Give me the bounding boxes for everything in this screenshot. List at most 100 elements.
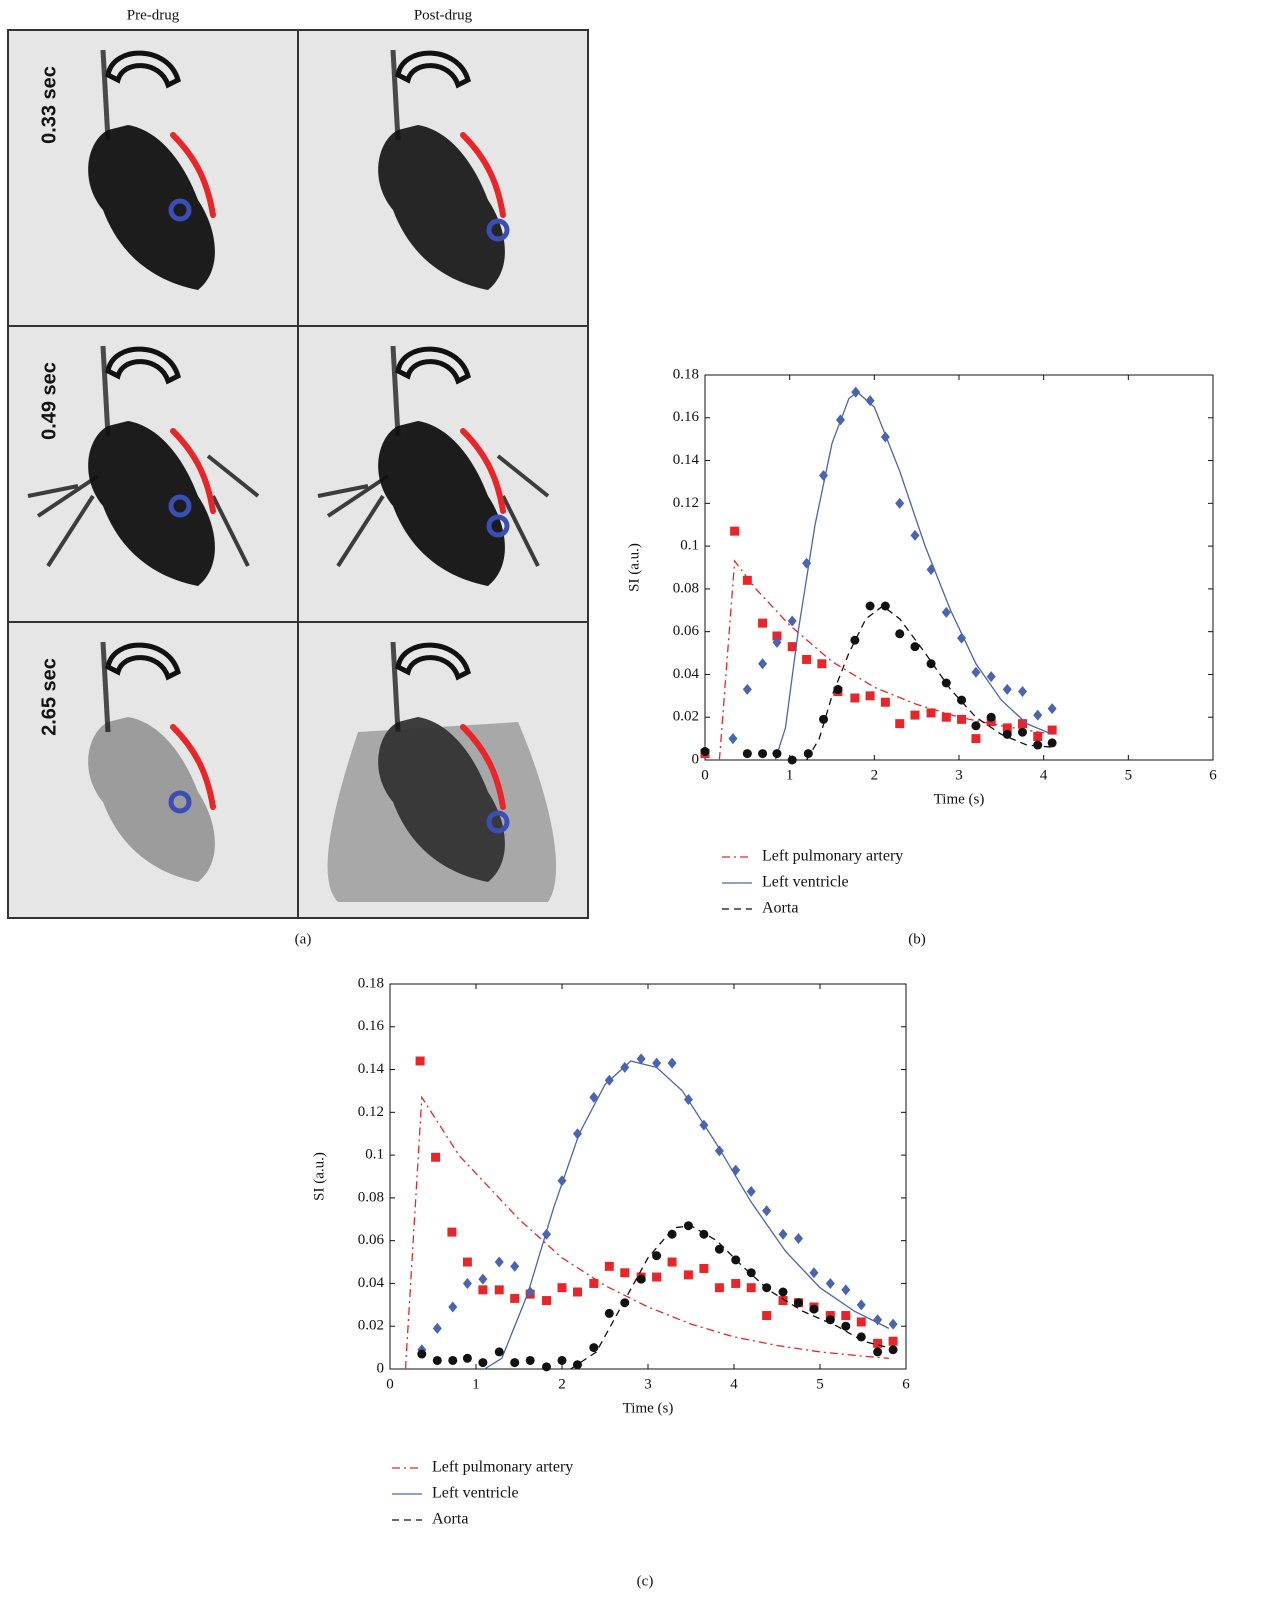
point — [417, 1349, 427, 1359]
point — [652, 1251, 662, 1261]
row-label: 0.33 sec — [38, 66, 60, 144]
x-tick-label: 0 — [386, 1376, 394, 1392]
point — [652, 1057, 662, 1069]
point — [819, 470, 829, 482]
roi-aorta — [395, 50, 471, 89]
point — [683, 1221, 693, 1231]
row-label: 2.65 sec — [38, 658, 60, 736]
point — [1033, 709, 1043, 721]
lung-vessels — [317, 454, 550, 568]
roi-ventricle — [486, 514, 510, 538]
point — [572, 1287, 582, 1297]
point — [986, 671, 996, 683]
point — [880, 431, 890, 443]
point — [572, 1128, 582, 1140]
heart-shadow — [88, 421, 215, 586]
point — [448, 1301, 458, 1313]
y-tick-label: 0.12 — [358, 1104, 384, 1120]
point — [494, 1347, 504, 1357]
point — [604, 1308, 614, 1318]
point — [699, 1263, 709, 1273]
point — [478, 1273, 488, 1285]
point — [895, 497, 905, 509]
vessel — [390, 49, 401, 141]
point — [462, 1353, 472, 1363]
point — [542, 1362, 552, 1372]
y-tick-label: 0.06 — [673, 623, 700, 639]
vessel — [100, 345, 111, 437]
point — [926, 659, 936, 669]
point — [731, 1164, 741, 1176]
image-cell — [297, 325, 589, 623]
point — [926, 564, 936, 576]
point — [525, 1355, 535, 1365]
point — [802, 654, 812, 664]
point — [957, 714, 967, 724]
x-tick-label: 3 — [644, 1376, 652, 1392]
point — [731, 1255, 741, 1265]
vessel — [390, 345, 401, 437]
point — [926, 708, 936, 718]
y-tick-label: 0 — [377, 1360, 385, 1376]
column-label: Pre-drug — [127, 7, 180, 23]
point — [833, 684, 843, 694]
panel-label: (b) — [908, 931, 926, 947]
point — [865, 691, 875, 701]
roi-aorta — [395, 346, 471, 385]
point — [841, 1284, 851, 1296]
fit-line — [806, 605, 1053, 761]
point — [850, 635, 860, 645]
vessel — [100, 641, 111, 733]
fit-line — [774, 391, 1053, 761]
point — [910, 642, 920, 652]
point — [778, 1228, 788, 1240]
x-axis-label: Time (s) — [623, 1400, 674, 1416]
point — [714, 1244, 724, 1254]
point — [557, 1175, 567, 1187]
roi-pulmonary — [460, 132, 506, 218]
column-label: Post-drug — [414, 7, 473, 23]
point — [462, 1277, 472, 1289]
point — [1033, 740, 1043, 750]
roi-ventricle — [486, 810, 510, 834]
point — [819, 714, 829, 724]
point — [865, 395, 875, 407]
roi-ventricle — [168, 790, 192, 814]
x-tick-label: 4 — [1040, 767, 1048, 783]
point — [431, 1152, 441, 1162]
point — [589, 1091, 599, 1103]
legend-label: Left ventricle — [762, 874, 849, 891]
point — [557, 1283, 567, 1293]
point — [941, 678, 951, 688]
y-tick-label: 0.16 — [358, 1018, 385, 1034]
point — [746, 1283, 756, 1293]
legend-label: Left ventricle — [432, 1485, 519, 1502]
roi-pulmonary — [170, 428, 216, 514]
point — [1002, 723, 1012, 733]
point — [803, 749, 813, 759]
x-tick-label: 5 — [1125, 767, 1133, 783]
roi-aorta — [395, 642, 471, 681]
point — [957, 695, 967, 705]
heart-shadow — [88, 717, 215, 882]
point — [1033, 731, 1043, 741]
heart-shadow — [378, 421, 505, 586]
point — [856, 1299, 866, 1311]
image-panel: 0.33 sec 0.49 sec 2.65 sec — [7, 29, 589, 919]
point — [667, 1229, 677, 1239]
image-cell: 2.65 sec — [7, 621, 299, 919]
fit-line — [570, 1225, 889, 1370]
point — [510, 1260, 520, 1272]
roi-pulmonary — [170, 132, 216, 218]
point — [835, 414, 845, 426]
point — [802, 557, 812, 569]
point — [462, 1257, 472, 1267]
legend-label: Aorta — [432, 1511, 468, 1528]
y-tick-label: 0.02 — [358, 1318, 384, 1334]
y-tick-label: 0 — [692, 751, 700, 767]
x-tick-label: 5 — [816, 1376, 824, 1392]
point — [542, 1228, 552, 1240]
point — [620, 1298, 630, 1308]
point — [772, 631, 782, 641]
